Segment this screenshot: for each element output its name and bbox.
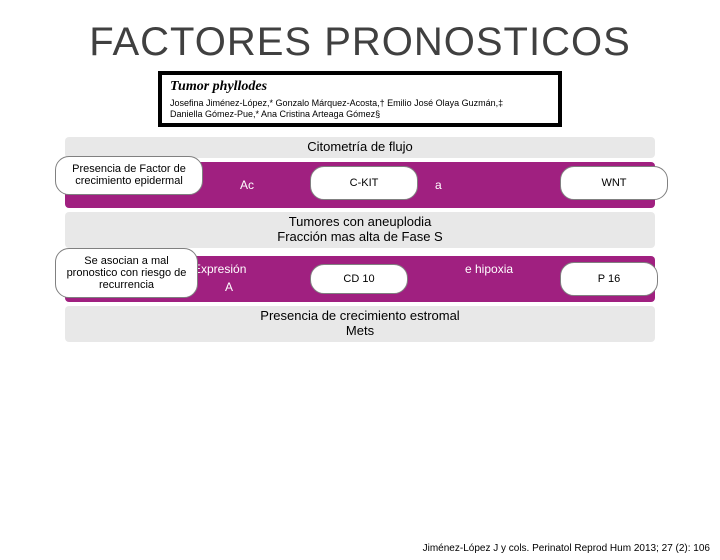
partial-text-r1a: Ac <box>240 178 254 192</box>
paper-authors-line2: Daniella Gómez-Pue,* Ana Cristina Arteag… <box>170 109 550 120</box>
partial-text-r1b: a <box>435 178 442 192</box>
paper-authors-line1: Josefina Jiménez-López,* Gonzalo Márquez… <box>170 98 550 109</box>
partial-text-r2a2: A <box>225 280 233 294</box>
gray-band-1-text: Citometría de flujo <box>307 139 413 154</box>
row-band-1: Ac a Presencia de Factor de crecimiento … <box>65 162 655 208</box>
citation-text: Jiménez-López J y cols. Perinatol Reprod… <box>423 543 710 554</box>
pill-factor-crecimiento: Presencia de Factor de crecimiento epide… <box>55 156 203 194</box>
diagram-area: Citometría de flujo Ac a Presencia de Fa… <box>65 137 655 342</box>
slide-title: FACTORES PRONOSTICOS <box>20 20 700 65</box>
gray-band-2a: Tumores con aneuplodia <box>65 215 655 230</box>
gray-band-3: Presencia de crecimiento estromal Mets <box>65 306 655 342</box>
pill-wnt: WNT <box>560 166 668 200</box>
paper-header-box: Tumor phyllodes Josefina Jiménez-López,*… <box>158 71 562 127</box>
pill-mal-pronostico: Se asocian a mal pronostico con riesgo d… <box>55 248 198 298</box>
gray-band-2b: Fracción mas alta de Fase S <box>65 230 655 245</box>
gray-band-3b: Mets <box>65 324 655 339</box>
pill-p16: P 16 <box>560 262 658 296</box>
pill-ckit: C-KIT <box>310 166 418 200</box>
paper-title: Tumor phyllodes <box>170 79 550 96</box>
row-band-2: Expresión A e hipoxia Se asocian a mal p… <box>65 256 655 302</box>
pill-cd10: CD 10 <box>310 264 408 294</box>
partial-text-r2a: Expresión <box>193 262 246 276</box>
gray-band-3a: Presencia de crecimiento estromal <box>65 309 655 324</box>
partial-text-r2b: e hipoxia <box>465 262 513 276</box>
gray-band-1: Citometría de flujo <box>65 137 655 158</box>
gray-band-2: Tumores con aneuplodia Fracción mas alta… <box>65 212 655 248</box>
